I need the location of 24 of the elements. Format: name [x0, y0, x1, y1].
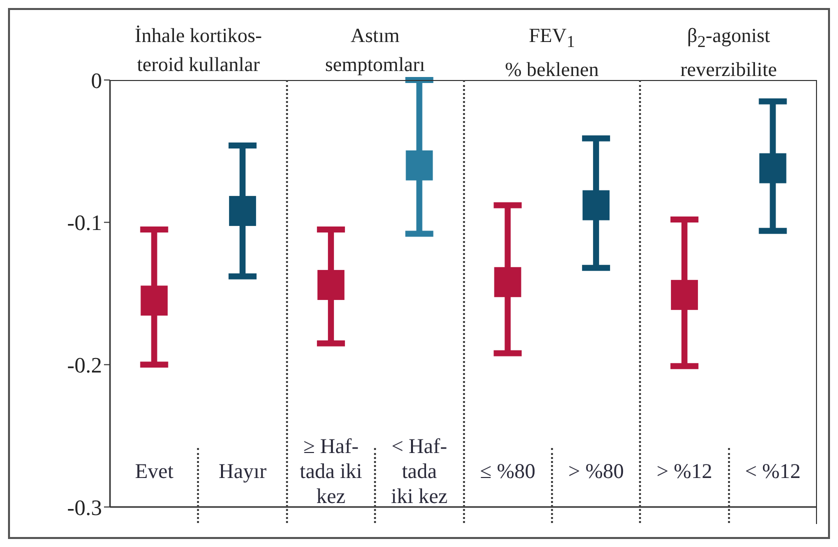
point	[406, 150, 433, 180]
point	[317, 270, 344, 300]
x-tick-label: ≤ %80	[480, 458, 536, 483]
point	[494, 267, 522, 298]
annotation: β$_{2}$-agonist reverzibilite	[679, 24, 778, 83]
x-tick-label: Hayır	[218, 458, 266, 483]
point	[670, 280, 698, 310]
y-tick-label: -0.1	[67, 210, 102, 236]
x-tick-label: > %80	[568, 458, 624, 483]
x-tick-label: ≥ Haf- tada iki kez	[300, 434, 362, 508]
x-tick-label: Evet	[134, 458, 174, 483]
text: Astım semptomları	[324, 24, 426, 78]
point	[140, 286, 168, 316]
point	[759, 153, 786, 184]
annotation: FEV$_{1}$ % beklenen	[504, 24, 600, 83]
text: İnhale kortikos- teroid kullanlar	[134, 25, 262, 76]
point	[582, 190, 610, 220]
x-tick-label: < Haf- tada iki kez	[391, 434, 448, 508]
point	[229, 196, 256, 226]
y-tick-label: -0.2	[67, 352, 102, 378]
x-tick-label: > %12	[656, 458, 712, 483]
y-tick-label: 0	[91, 68, 102, 93]
x-tick-label: < %12	[745, 458, 801, 483]
y-tick-label: -0.3	[67, 494, 102, 520]
